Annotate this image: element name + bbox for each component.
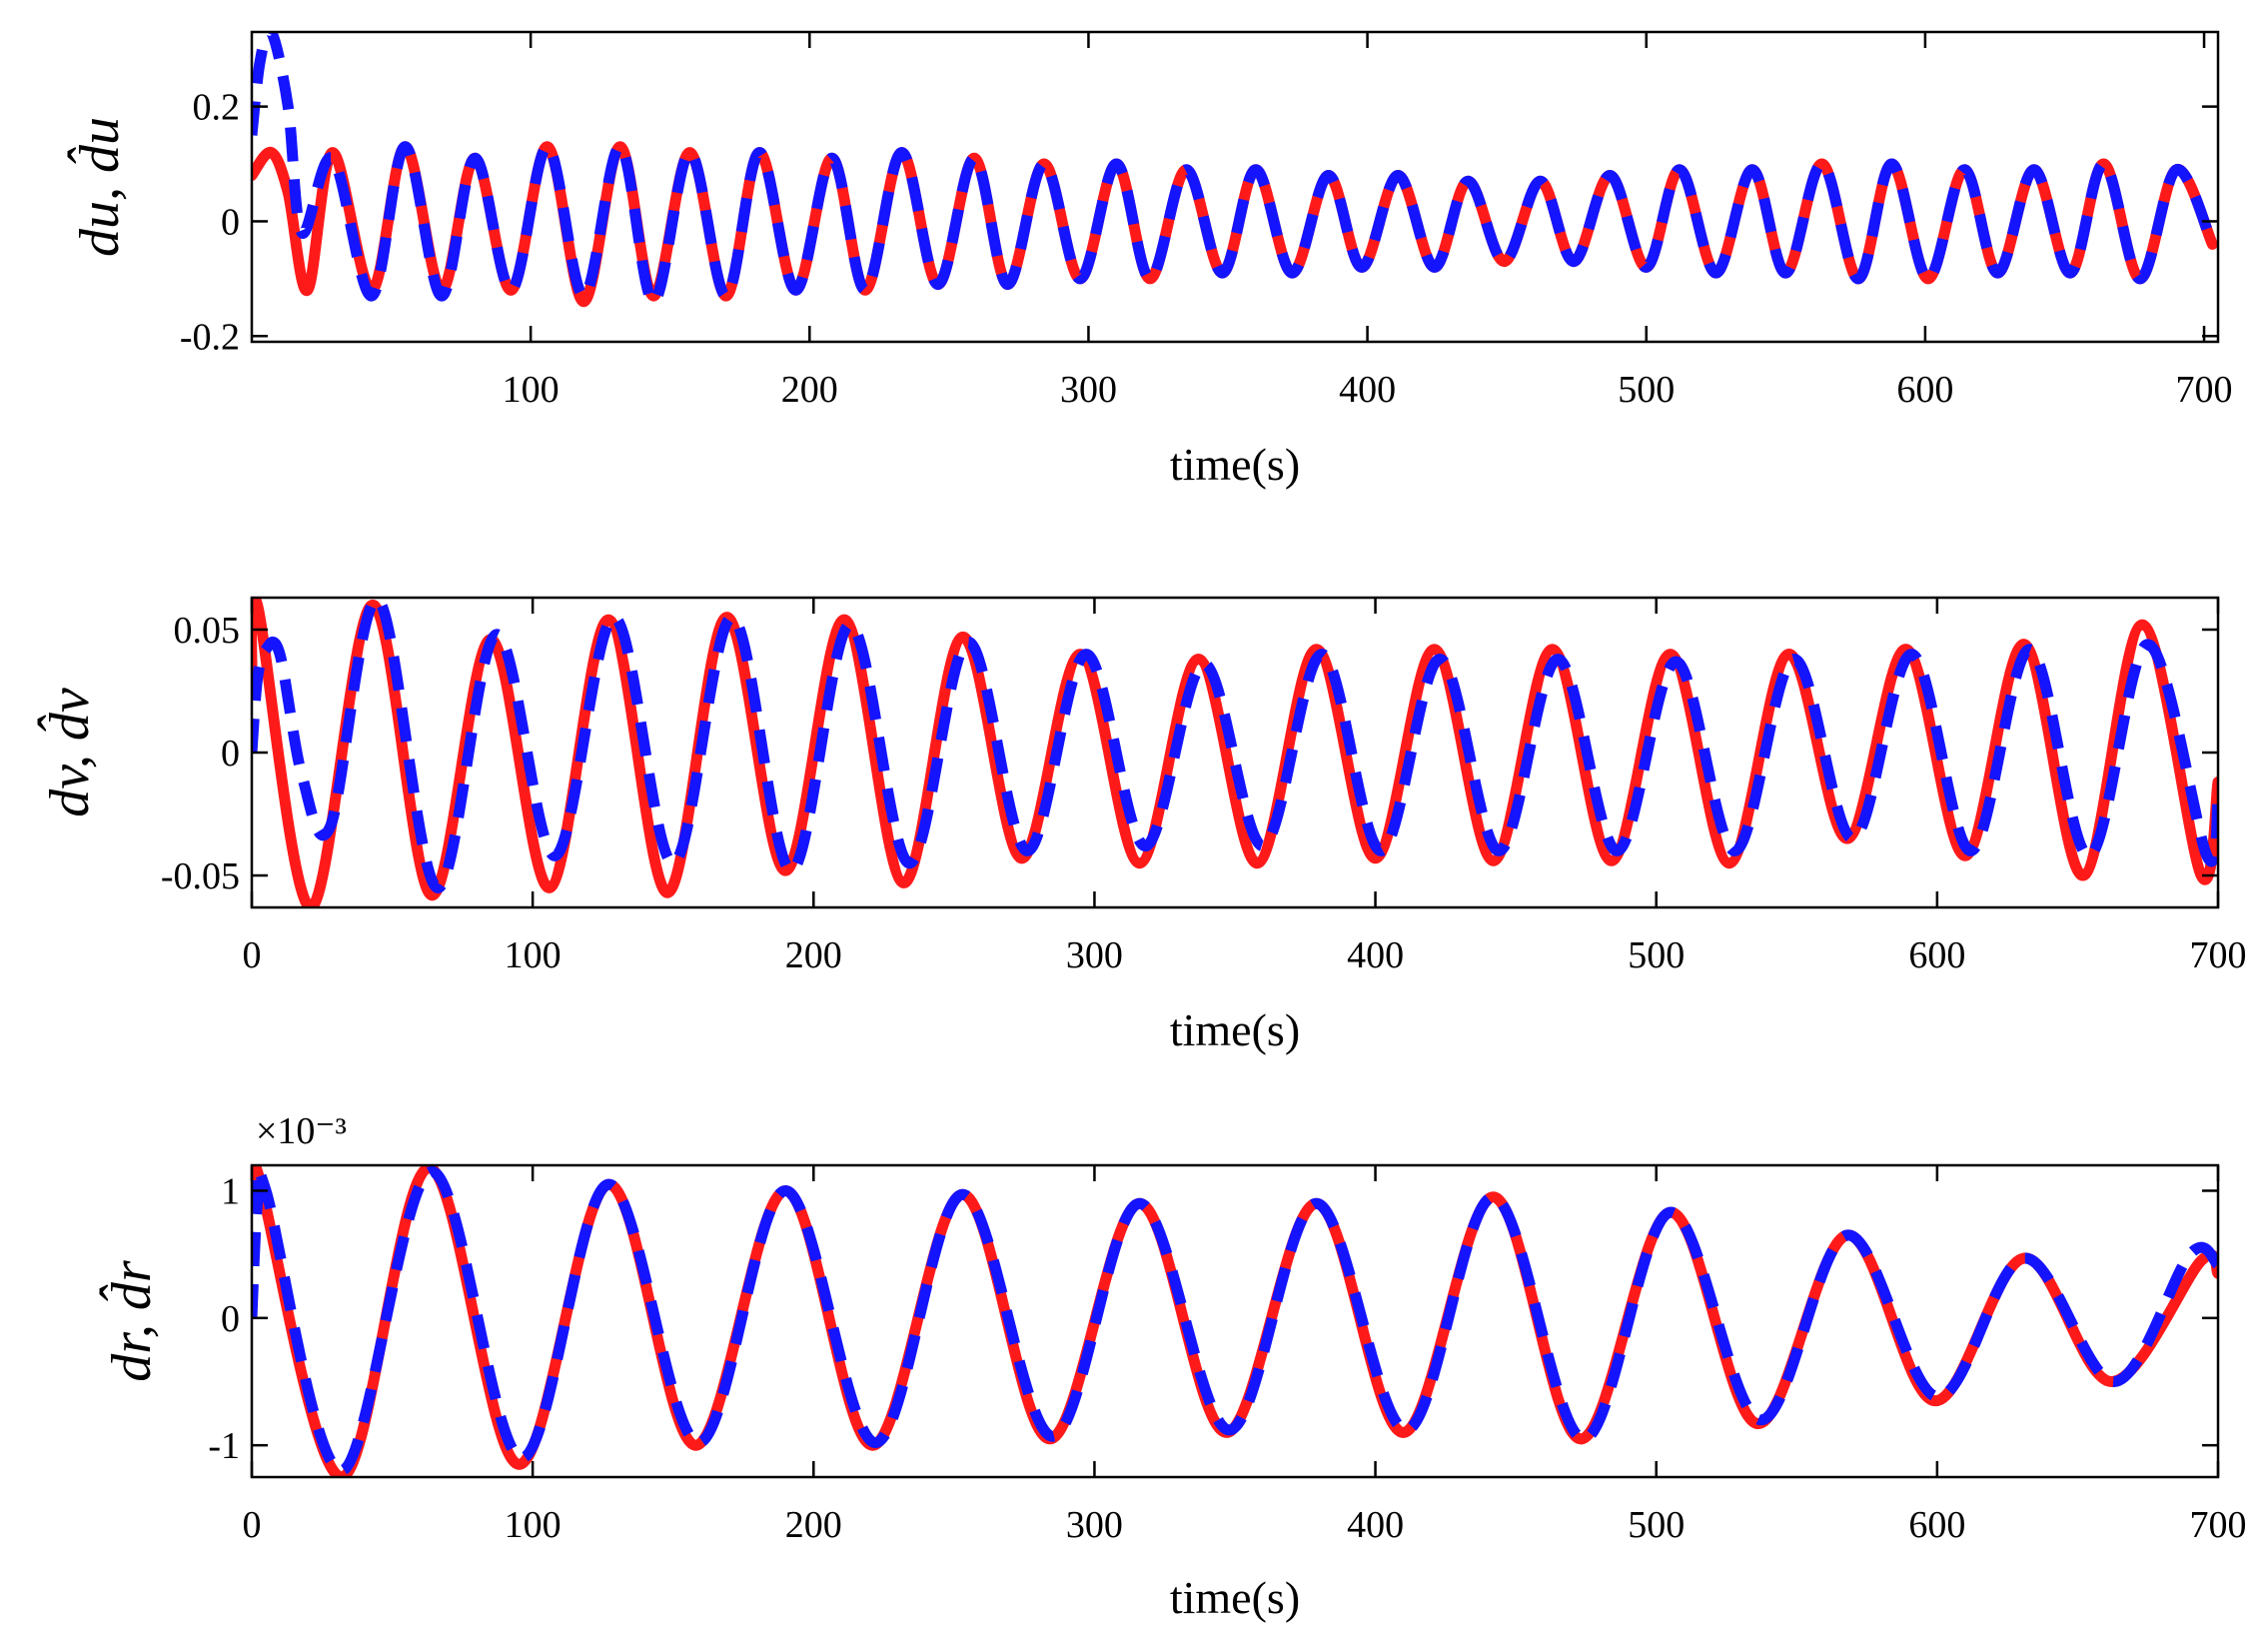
x-tick-label-du: 700 (2176, 369, 2233, 411)
x-axis-label-dr: time(s) (1170, 1572, 1300, 1623)
ticks-dv (250, 598, 2220, 907)
x-tick-label-dr: 700 (2190, 1504, 2247, 1546)
series-line-dr-dashed (252, 1165, 2218, 1477)
x-tick-label-dv: 200 (785, 934, 842, 976)
y-tick-label-dv: 0.05 (174, 610, 241, 652)
x-axis-label-dv: time(s) (1170, 1004, 1300, 1055)
x-tick-label-dr: 100 (505, 1504, 562, 1546)
x-tick-label-dv: 700 (2190, 934, 2247, 976)
series-line-du-solid (252, 141, 2218, 308)
x-tick-label-du: 400 (1339, 369, 1396, 411)
y-tick-label-dv: 0 (221, 733, 240, 775)
y-tick-label-du: 0.2 (193, 87, 241, 129)
x-tick-label-du: 200 (781, 369, 838, 411)
x-tick-label-du: 600 (1896, 369, 1953, 411)
x-tick-label-dv: 100 (505, 934, 562, 976)
subplot-du: 100 200 300 400 500 600 700 -0.2 0 0.2 time(s) d… (67, 30, 2233, 490)
y-exponent-label-dr: ×10⁻³ (256, 1110, 347, 1152)
x-tick-label-du: 100 (503, 369, 560, 411)
x-tick-label-dr: 600 (1908, 1504, 1965, 1546)
ytick-labels-du: -0.2 0 0.2 (180, 87, 240, 359)
series-line-dv-dashed (252, 598, 2218, 893)
y-tick-label-du: 0 (221, 201, 240, 243)
y-axis-label-dv: dv, d̂v (37, 688, 101, 818)
x-tick-label-dv: 0 (243, 934, 262, 976)
y-axis-label-dr: dr, d̂r (99, 1260, 163, 1382)
ticks-dr (250, 1165, 2220, 1477)
series-layer-dr (252, 1165, 2218, 1477)
x-tick-label-dr: 0 (243, 1504, 262, 1546)
ytick-labels-dv: -0.05 0 0.05 (161, 610, 240, 897)
axes-frame-dr (250, 1163, 2220, 1479)
y-tick-label-dr: 1 (221, 1170, 240, 1212)
axes-frame-du (250, 30, 2220, 344)
x-tick-label-dv: 400 (1347, 934, 1404, 976)
y-axis-label-du: du, d̂u (67, 117, 131, 257)
xtick-labels-dr: 0 100 200 300 400 500 600 700 (243, 1504, 2247, 1546)
x-tick-label-dr: 500 (1628, 1504, 1685, 1546)
x-tick-label-dr: 300 (1066, 1504, 1123, 1546)
xtick-labels-dv: 0 100 200 300 400 500 600 700 (243, 934, 2247, 976)
x-tick-label-dv: 500 (1628, 934, 1685, 976)
y-tick-label-dr: -1 (208, 1425, 240, 1467)
x-tick-label-dv: 300 (1066, 934, 1123, 976)
axes-frame-dv (250, 596, 2220, 909)
xtick-labels-du: 100 200 300 400 500 600 700 (503, 369, 2233, 411)
y-tick-label-dr: 0 (221, 1298, 240, 1340)
x-tick-label-du: 500 (1618, 369, 1675, 411)
ticks-du (252, 32, 2218, 342)
y-tick-label-dv: -0.05 (161, 855, 240, 897)
x-tick-label-dv: 600 (1908, 934, 1965, 976)
x-tick-label-dr: 200 (785, 1504, 842, 1546)
ytick-labels-dr: -1 0 1 (208, 1170, 240, 1467)
series-line-dv-solid (252, 598, 2218, 907)
series-layer-du (252, 32, 2218, 308)
x-tick-label-du: 300 (1060, 369, 1117, 411)
y-tick-label-du: -0.2 (180, 316, 240, 358)
series-line-du-dashed (252, 32, 2218, 308)
x-tick-label-dr: 400 (1347, 1504, 1404, 1546)
subplot-dr: 0 100 200 300 400 500 600 700 -101 ×10⁻³ time(s… (99, 1110, 2247, 1623)
series-layer-dv (252, 598, 2218, 907)
x-axis-label-du: time(s) (1170, 439, 1300, 490)
